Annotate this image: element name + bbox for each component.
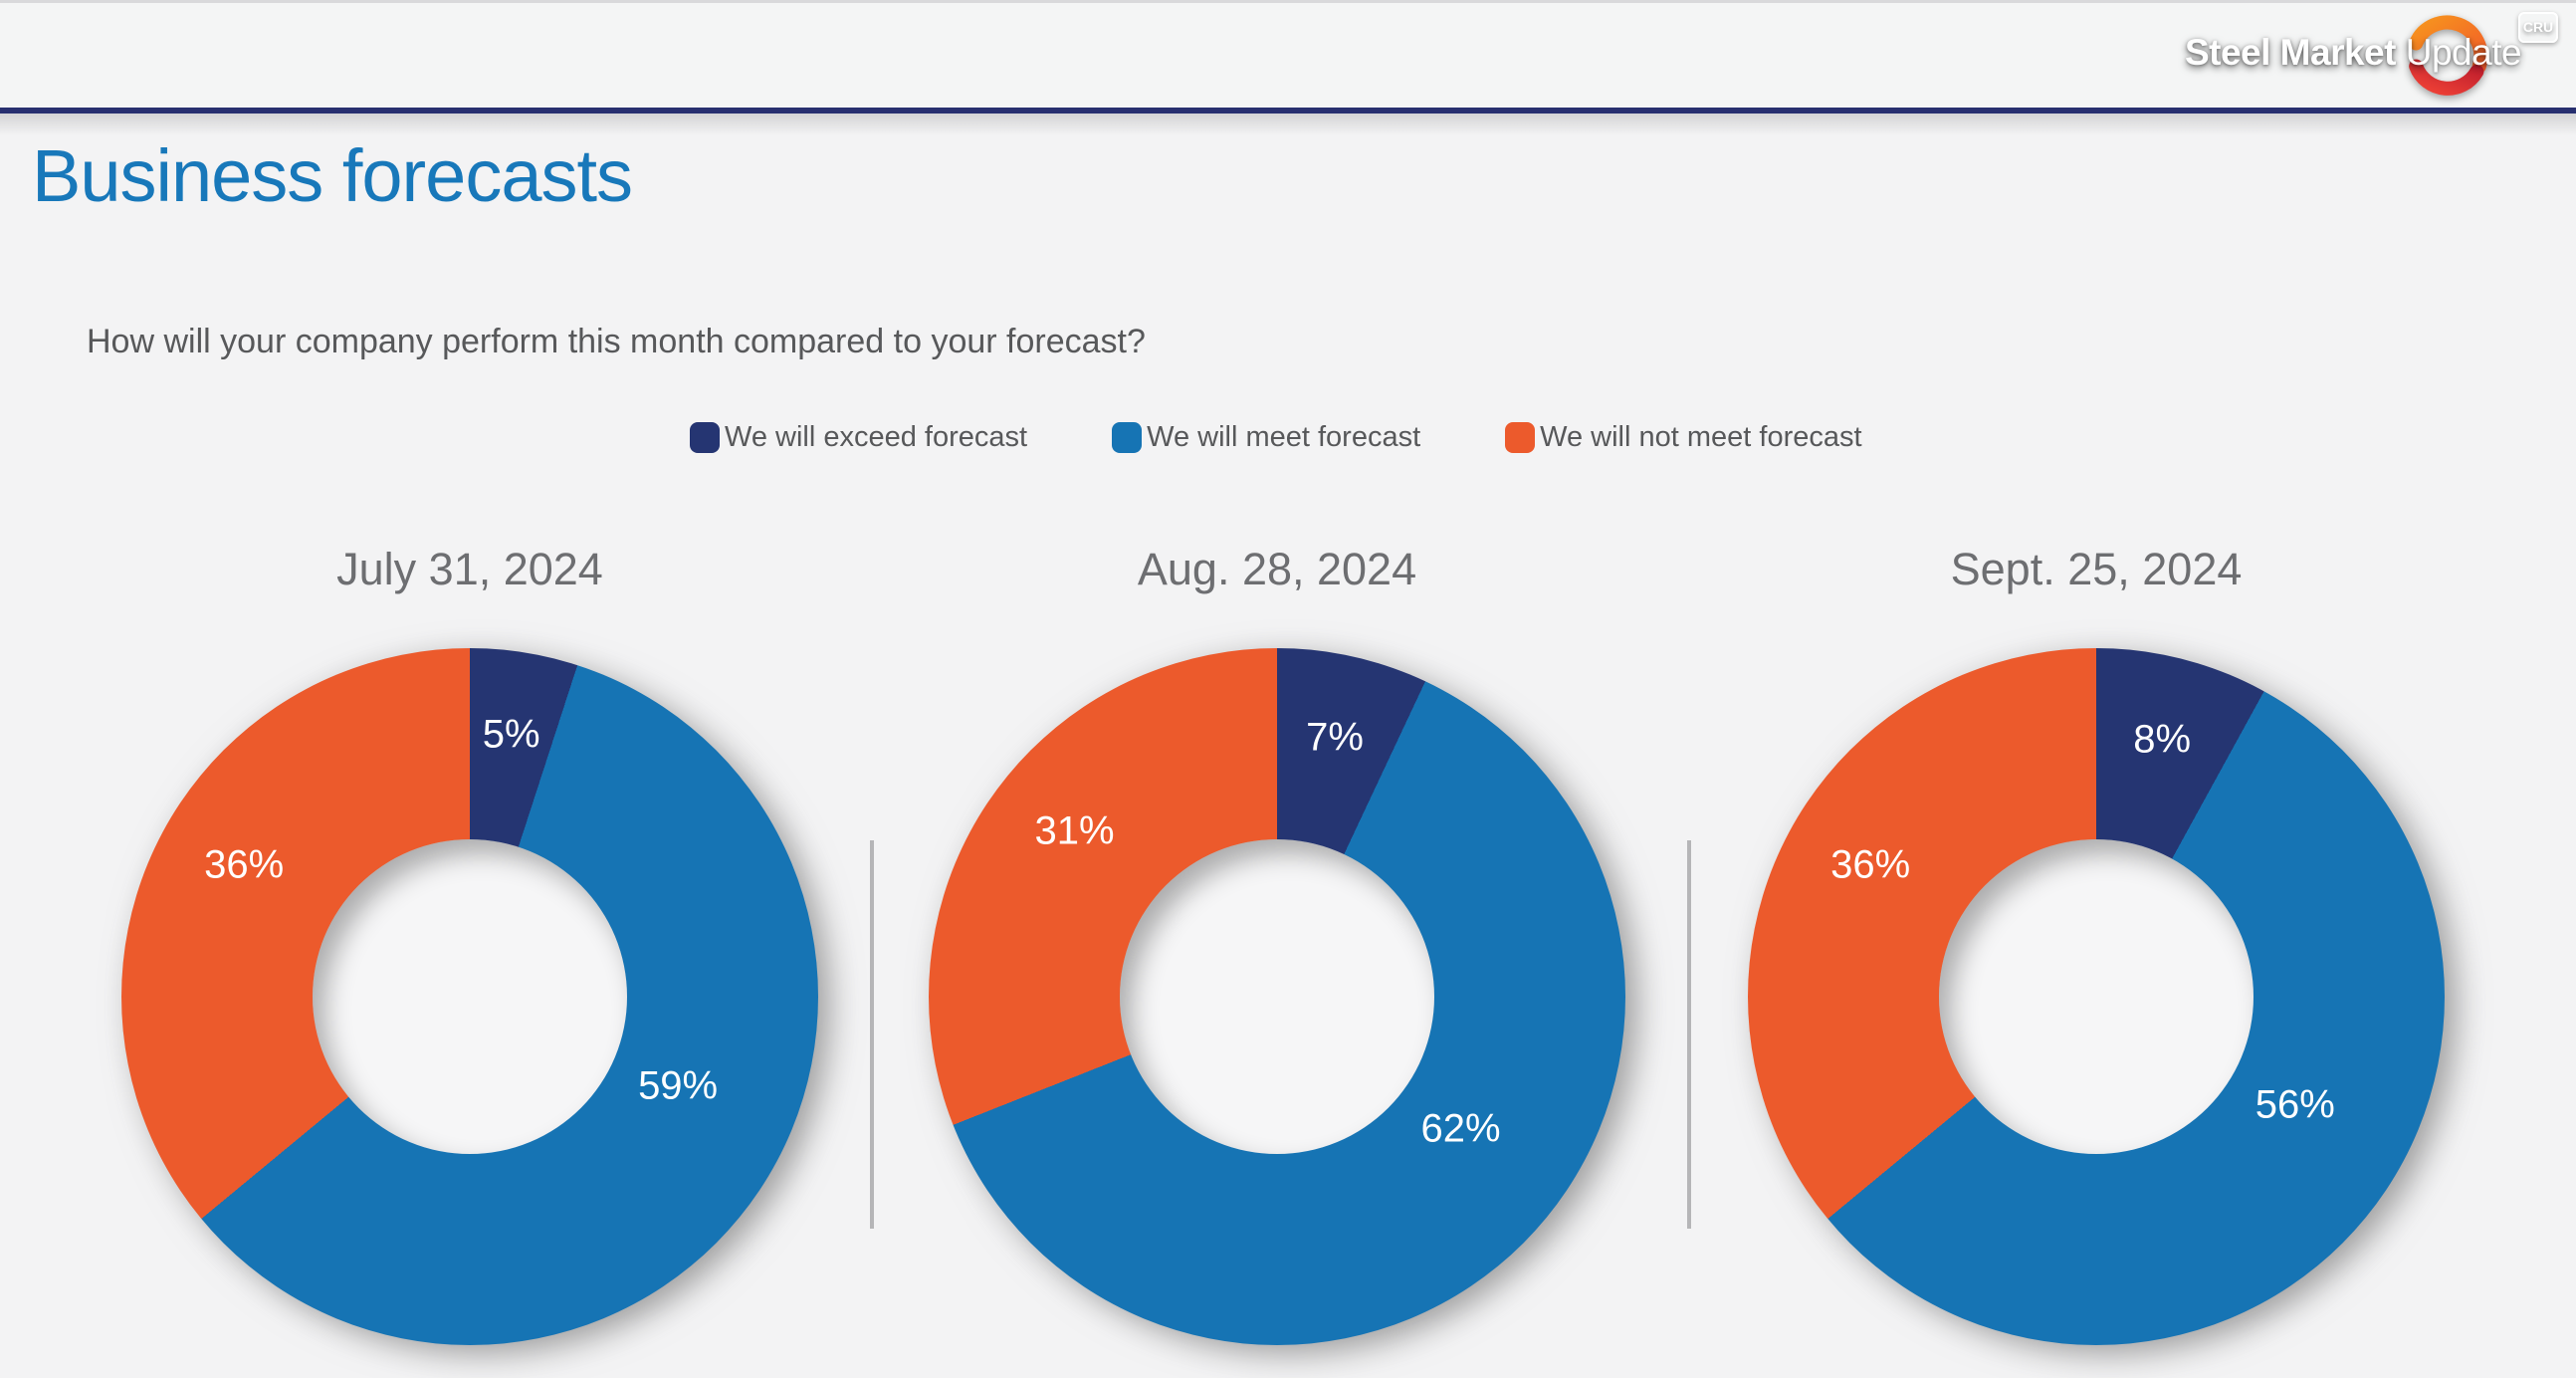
slice-label: 8%	[2133, 717, 2192, 762]
legend-item-not-meet: We will not meet forecast	[1505, 421, 1862, 454]
chart-title: Sept. 25, 2024	[1950, 544, 2243, 594]
header-bar	[0, 0, 2576, 108]
donut-hole	[1939, 839, 2254, 1154]
slice-label: 59%	[638, 1063, 719, 1108]
legend-label: We will meet forecast	[1147, 421, 1421, 453]
slice-label: 7%	[1306, 715, 1364, 760]
logo-wordmark-light: Update	[2405, 32, 2522, 73]
slice-label: 62%	[1420, 1106, 1501, 1151]
chart-title: July 31, 2024	[336, 544, 603, 594]
legend-swatch-not-meet	[1505, 422, 1536, 453]
donut-july: 5% 59% 36%	[121, 648, 818, 1345]
donut-september: 8% 56% 36%	[1748, 648, 2445, 1345]
chart-divider	[870, 840, 874, 1229]
donut-hole	[313, 839, 627, 1154]
logo-crescent-icon	[2409, 15, 2488, 96]
legend-swatch-meet	[1112, 422, 1143, 453]
legend-label: We will not meet forecast	[1540, 421, 1862, 453]
cru-badge: CRU	[2518, 12, 2558, 43]
logo-wordmark: Steel Market Update	[2174, 32, 2532, 74]
slice-label: 36%	[1830, 842, 1911, 887]
donut-august: 7% 62% 31%	[929, 648, 1625, 1345]
donut-hole	[1120, 839, 1434, 1154]
chart-title: Aug. 28, 2024	[1137, 544, 1417, 594]
slice-label: 5%	[482, 712, 540, 757]
header-shadow	[0, 114, 2576, 135]
brand-logo[interactable]: Steel Market Update CRU	[2174, 2, 2562, 106]
legend-item-exceed: We will exceed forecast	[690, 421, 1027, 454]
slice-label: 36%	[204, 842, 285, 887]
chart-divider	[1687, 840, 1691, 1229]
legend-item-meet: We will meet forecast	[1112, 421, 1420, 454]
survey-question: How will your company perform this month…	[87, 323, 1146, 360]
header-rule	[0, 108, 2576, 114]
page-title: Business forecasts	[32, 134, 633, 217]
slice-label: 31%	[1034, 808, 1115, 853]
chart-legend: We will exceed forecast We will meet for…	[690, 421, 1862, 454]
legend-swatch-exceed	[690, 422, 720, 453]
logo-wordmark-bold: Steel Market	[2184, 32, 2397, 73]
slice-label: 56%	[2254, 1082, 2335, 1127]
legend-label: We will exceed forecast	[725, 421, 1028, 453]
